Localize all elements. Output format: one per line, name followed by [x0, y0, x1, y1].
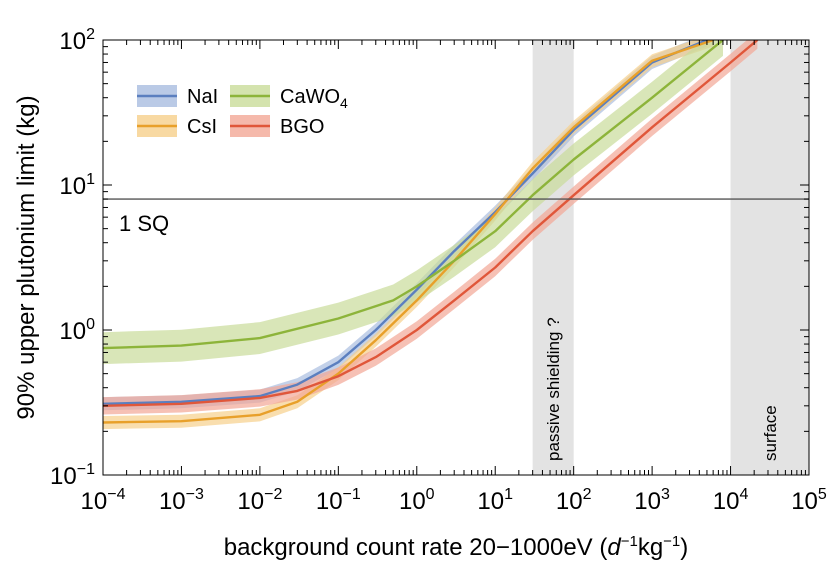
axis-ticks — [102, 40, 810, 476]
y-tick-label: 102 — [59, 26, 95, 55]
shaded-region-0 — [532, 40, 574, 475]
legend-item-bgo: BGO — [230, 115, 324, 138]
x-tick-labels: 10−4 10−3 10−2 10−1 100 101 102 103 104 105 — [81, 486, 827, 515]
shaded-region-labels: passive shielding ? surface — [544, 317, 780, 461]
x-tick-label: 100 — [399, 486, 435, 515]
series-lines — [103, 40, 759, 424]
x-tick-label: 102 — [556, 486, 592, 515]
x-tick-label: 10−1 — [316, 486, 361, 515]
legend-item-cawo4: CaWO4 — [230, 85, 348, 111]
reference-line-label: 1 SQ — [119, 211, 169, 236]
y-tick-labels: 10−1 100 101 102 — [50, 26, 95, 490]
x-tick-label: 10−4 — [81, 486, 126, 515]
x-tick-label: 10−3 — [159, 486, 204, 515]
shaded-region-label-1: surface — [761, 405, 780, 461]
plot-frame — [102, 39, 810, 476]
legend-label: CaWO4 — [280, 86, 348, 111]
series-line-bgo — [103, 40, 759, 407]
legend-item-csi: CsI — [137, 115, 217, 138]
x-tick-label: 103 — [634, 486, 670, 515]
shaded-region-label-0: passive shielding ? — [544, 317, 563, 461]
band-cawo4 — [103, 40, 723, 365]
x-tick-label: 105 — [791, 486, 827, 515]
legend-item-nai: NaI — [137, 85, 218, 108]
legend-label: CsI — [187, 116, 217, 138]
series-line-cawo4 — [103, 40, 724, 350]
x-axis-label: background count rate 20−1000eV (d−1kg−1… — [224, 533, 689, 561]
x-tick-label: 10−2 — [237, 486, 282, 515]
series-line-nai — [103, 40, 708, 405]
y-axis-label: 90% upper plutonium limit (kg) — [13, 95, 40, 419]
shaded-region-1 — [730, 40, 809, 475]
y-tick-label: 10−1 — [50, 461, 95, 490]
band-csi — [103, 40, 714, 430]
x-tick-label: 101 — [477, 486, 513, 515]
y-tick-label: 100 — [59, 316, 95, 345]
legend: NaI CsI CaWO4 BGO — [137, 85, 348, 138]
y-tick-label: 101 — [59, 171, 95, 200]
series-line-csi — [103, 40, 714, 424]
legend-label: NaI — [187, 86, 218, 108]
uncertainty-bands — [103, 40, 758, 430]
legend-label: BGO — [280, 116, 324, 138]
shaded-regions — [532, 40, 809, 475]
x-tick-label: 104 — [713, 486, 749, 515]
